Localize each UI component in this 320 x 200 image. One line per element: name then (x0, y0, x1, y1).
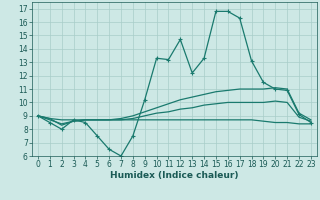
X-axis label: Humidex (Indice chaleur): Humidex (Indice chaleur) (110, 171, 239, 180)
